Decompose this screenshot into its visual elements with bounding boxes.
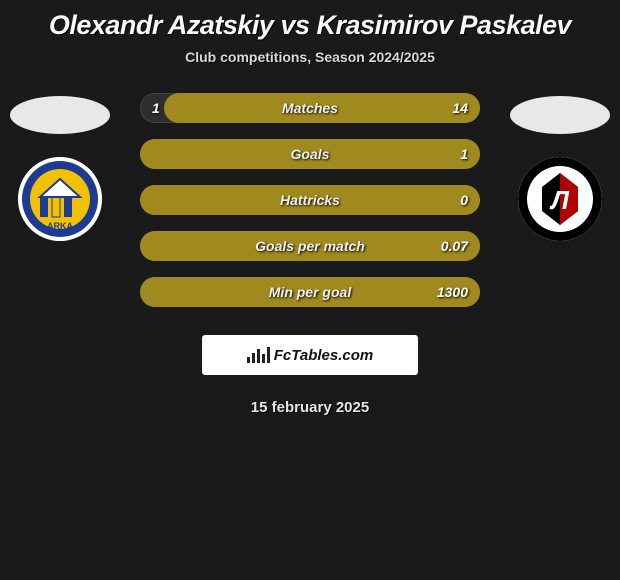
comparison-card: Olexandr Azatskiy vs Krasimirov Paskalev… <box>0 0 620 416</box>
stat-row: Matches1 14 <box>140 93 480 123</box>
stat-row: Min per goal1300 <box>140 277 480 307</box>
stat-right-value: 0 <box>460 185 468 215</box>
stat-row: Hattricks0 <box>140 185 480 215</box>
stats-rows: Matches114Goals1Hattricks0Goals per matc… <box>0 93 620 307</box>
stat-label: Min per goal <box>140 277 480 307</box>
stat-label: Goals <box>140 139 480 169</box>
stat-label: Matches <box>140 93 480 123</box>
stat-right-value: 14 <box>452 93 468 123</box>
stat-label: Goals per match <box>140 231 480 261</box>
stat-right-value: 0.07 <box>441 231 468 261</box>
snapshot-date: 15 february 2025 <box>0 399 620 416</box>
stat-right-value: 1300 <box>437 277 468 307</box>
stat-row: Goals1 <box>140 139 480 169</box>
stat-label: Hattricks <box>140 185 480 215</box>
stat-right-value: 1 <box>460 139 468 169</box>
branding-label: FcTables.com <box>274 347 373 364</box>
bars-icon <box>247 347 270 363</box>
branding-badge: FcTables.com <box>202 335 418 375</box>
page-title: Olexandr Azatskiy vs Krasimirov Paskalev <box>0 0 620 49</box>
page-subtitle: Club competitions, Season 2024/2025 <box>0 49 620 93</box>
stat-left-value: 1 <box>152 93 160 123</box>
stat-row: Goals per match0.07 <box>140 231 480 261</box>
